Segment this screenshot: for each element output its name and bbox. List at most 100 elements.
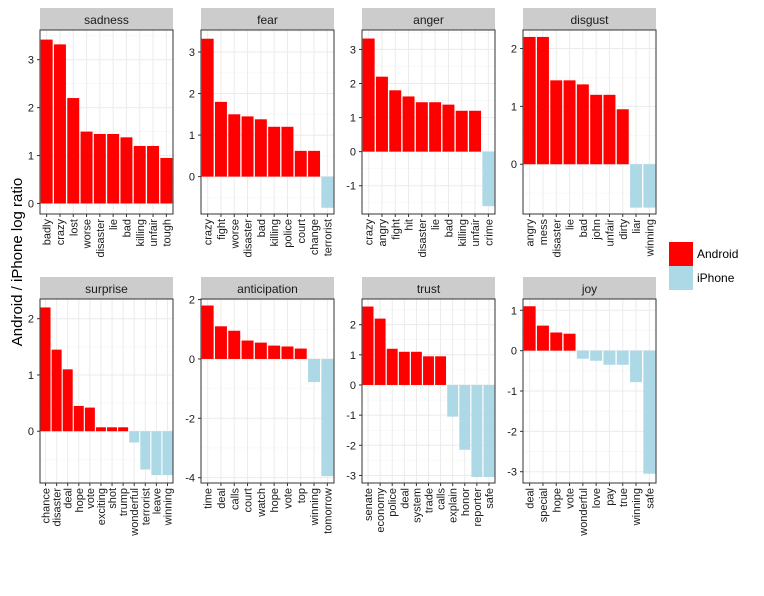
panel-strip: [40, 277, 173, 299]
panel-trust: trust -3 -2 -1 0 1 2 senate economy police deal sys…: [346, 277, 496, 533]
bar-terrorist: [321, 176, 334, 208]
bar-wonderful: [576, 350, 589, 359]
x-tick-label: top: [296, 488, 308, 503]
x-tick-label: chance: [41, 488, 53, 523]
x-tick-label: trump: [118, 488, 130, 516]
bar-mess: [536, 36, 549, 165]
x-tick-label: bad: [256, 219, 268, 237]
bar-winning: [162, 431, 173, 476]
x-tick-label: lie: [565, 219, 577, 230]
bar-bad: [576, 84, 589, 165]
y-tick-label: 2: [350, 78, 356, 90]
bar-hope: [268, 345, 281, 359]
bar-deal: [62, 369, 73, 432]
y-tick-label: 3: [350, 44, 356, 56]
panel-anger: anger -1 0 1 2 3 crazy angry fight hit disaster lie…: [346, 8, 496, 258]
x-tick-label: disaster: [95, 219, 107, 258]
panel-border: [361, 298, 496, 484]
x-tick-label: police: [282, 219, 294, 248]
y-tick-label: -4: [185, 473, 195, 485]
bar-calls: [435, 356, 447, 385]
bar-disaster: [93, 133, 106, 204]
x-tick-label: unfair: [604, 219, 616, 247]
x-tick-label: crazy: [203, 219, 215, 246]
bar-unfair: [147, 145, 160, 204]
y-tick-label: 0: [28, 426, 34, 438]
x-tick-label: senate: [363, 488, 375, 521]
x-tick-label: disaster: [52, 488, 64, 527]
bar-lie: [563, 80, 576, 165]
bar-hope: [550, 332, 563, 351]
bar-economy: [374, 318, 386, 385]
x-tick-label: bad: [443, 219, 455, 237]
x-tick-label: vote: [85, 488, 97, 509]
y-tick-label: 1: [511, 101, 517, 113]
x-tick-label: honor: [460, 488, 472, 516]
x-tick-label: tough: [161, 219, 173, 247]
y-axis-label: Android / iPhone log ratio: [9, 178, 26, 346]
bar-disaster: [51, 349, 62, 432]
x-tick-label: court: [296, 219, 308, 243]
x-tick-label: safe: [644, 488, 656, 509]
x-tick-label: safe: [484, 488, 496, 509]
x-tick-label: vote: [565, 488, 577, 509]
x-tick-label: crazy: [55, 219, 67, 246]
panel-strip: [201, 277, 334, 299]
bar-pay: [603, 350, 616, 365]
bar-deal: [398, 351, 410, 385]
bar-deal: [523, 306, 536, 351]
bar-shot: [107, 427, 118, 432]
x-tick-label: bad: [578, 219, 590, 237]
panel-strip: [523, 277, 656, 299]
x-tick-label: calls: [229, 488, 241, 511]
bar-wonderful: [129, 431, 140, 443]
panel-surprise: surprise 0 1 2 chance disaster deal hope vote exc…: [28, 277, 174, 537]
x-tick-label: explain: [448, 488, 460, 523]
y-tick-label: -2: [185, 413, 195, 425]
y-tick-label: 1: [28, 151, 34, 163]
x-tick-label: time: [203, 488, 215, 509]
x-tick-label: killing: [135, 219, 147, 247]
x-tick-label: deal: [399, 488, 411, 509]
panel-strip: [523, 8, 656, 30]
y-tick-label: 1: [350, 113, 356, 125]
x-tick-label: leave: [151, 488, 163, 514]
panel-title: trust: [417, 282, 441, 296]
panel-border: [200, 29, 335, 215]
panel-border: [522, 29, 657, 215]
panel-strip: [362, 8, 495, 30]
y-tick-label: 0: [189, 354, 195, 366]
x-tick-label: deal: [63, 488, 75, 509]
legend-key-android: [669, 242, 693, 266]
x-tick-label: lie: [430, 219, 442, 230]
bar-watch: [254, 342, 267, 359]
panel-joy: joy -3 -2 -1 0 1 deal special hope vote wonderful l…: [507, 277, 657, 537]
bar-safe: [643, 350, 656, 474]
x-tick-label: angry: [525, 219, 537, 247]
bar-vote: [563, 333, 576, 351]
bar-winning: [630, 350, 643, 383]
bar-trade: [423, 356, 434, 385]
legend: Android iPhone: [669, 242, 738, 290]
y-tick-label: 3: [189, 47, 195, 59]
x-tick-label: pay: [604, 488, 616, 506]
x-tick-label: killing: [457, 219, 469, 247]
bar-deal: [214, 326, 227, 359]
x-tick-label: unfair: [470, 219, 482, 247]
bar-hope: [73, 405, 84, 432]
x-tick-label: police: [387, 488, 399, 517]
bar-killing: [133, 145, 146, 204]
legend-key-iphone: [669, 266, 693, 290]
panel-anticipation: anticipation -4 -2 0 2 time deal calls court watc…: [185, 277, 335, 534]
y-tick-label: 0: [189, 172, 195, 184]
y-tick-label: 2: [28, 314, 34, 326]
bar-top: [294, 348, 307, 359]
bar-police: [386, 348, 398, 385]
y-tick-label: 3: [28, 55, 34, 67]
bar-time: [201, 305, 214, 359]
x-tick-label: lost: [68, 219, 80, 236]
bar-system: [410, 351, 422, 385]
bar-angry: [375, 76, 388, 152]
x-tick-label: worse: [82, 219, 94, 249]
bar-lie: [107, 133, 120, 204]
